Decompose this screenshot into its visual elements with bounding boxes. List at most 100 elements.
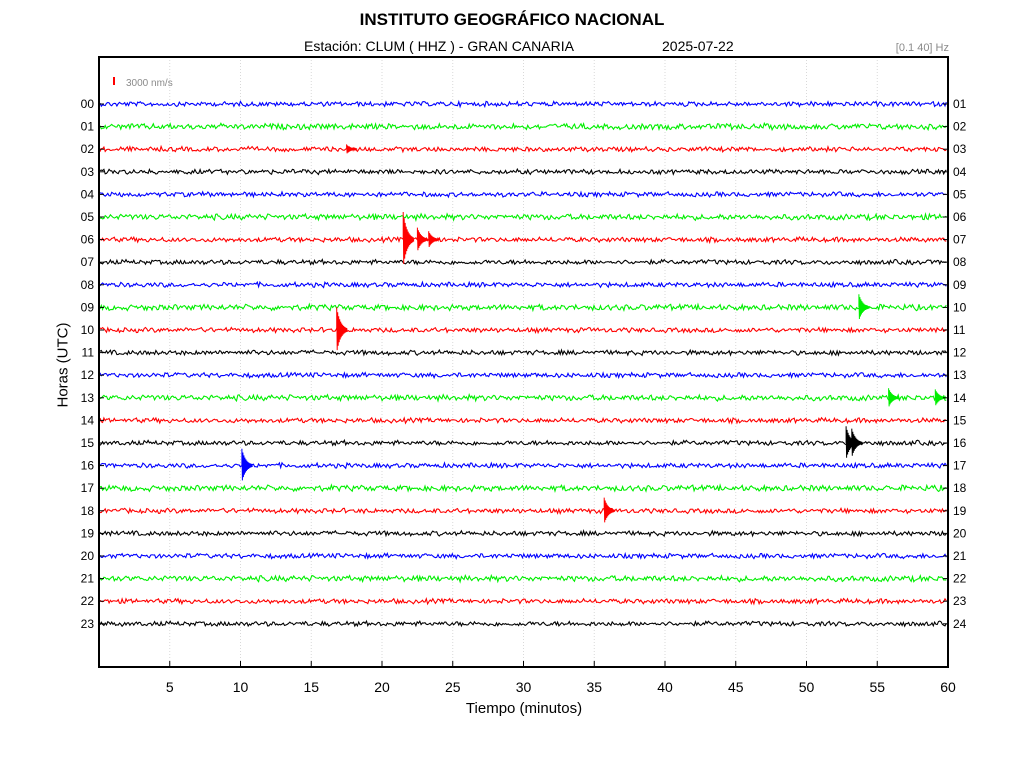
y-tick-right-18: 18	[953, 481, 967, 495]
trace-hour-07	[99, 258, 947, 267]
y-tick-left-05: 05	[81, 210, 95, 224]
trace-hour-15	[99, 438, 947, 447]
y-tick-right-05: 05	[953, 187, 967, 201]
trace-hour-23	[99, 619, 947, 628]
trace-hour-13	[99, 393, 947, 403]
x-tick-55: 55	[869, 679, 885, 695]
y-tick-right-24: 24	[953, 617, 967, 631]
y-tick-right-20: 20	[953, 526, 967, 540]
seismic-event-3	[428, 231, 440, 248]
filter-label: [0.1 40] Hz	[895, 42, 949, 54]
y-tick-left-07: 07	[81, 255, 95, 269]
trace-hour-05	[99, 212, 947, 223]
y-tick-left-03: 03	[81, 165, 95, 179]
y-tick-left-16: 16	[81, 459, 95, 473]
y-tick-left-01: 01	[81, 120, 95, 134]
y-tick-left-10: 10	[81, 323, 95, 337]
trace-hour-06	[99, 235, 947, 245]
seismic-event-2	[416, 227, 429, 251]
y-tick-right-04: 04	[953, 165, 967, 179]
y-tick-right-21: 21	[953, 549, 967, 563]
station-label: Estación: CLUM ( HHZ ) - GRAN CANARIA	[304, 38, 574, 54]
y-tick-left-09: 09	[81, 300, 95, 314]
y-tick-right-13: 13	[953, 368, 967, 382]
y-tick-right-01: 01	[953, 97, 967, 111]
y-tick-left-00: 00	[81, 97, 95, 111]
trace-hour-09	[99, 302, 947, 313]
seismic-event-5	[336, 307, 348, 351]
y-tick-left-14: 14	[81, 413, 95, 427]
y-tick-left-19: 19	[81, 526, 95, 540]
y-tick-right-10: 10	[953, 300, 967, 314]
y-tick-right-16: 16	[953, 436, 967, 450]
y-tick-left-06: 06	[81, 233, 95, 247]
y-tick-right-02: 02	[953, 120, 967, 134]
y-tick-left-11: 11	[82, 346, 95, 360]
seismic-event-10	[241, 448, 253, 481]
seismic-event-6	[888, 388, 900, 407]
trace-hour-02	[99, 144, 947, 154]
y-tick-left-17: 17	[81, 481, 95, 495]
page-title: INSTITUTO GEOGRÁFICO NACIONAL	[359, 10, 665, 29]
x-tick-20: 20	[374, 679, 390, 695]
y-tick-right-11: 11	[953, 323, 966, 337]
y-tick-right-14: 14	[953, 391, 967, 405]
trace-hour-21	[99, 573, 947, 584]
y-tick-right-15: 15	[953, 413, 967, 427]
x-tick-15: 15	[303, 679, 319, 695]
scale-label: 3000 nm/s	[126, 78, 173, 89]
y-tick-left-18: 18	[81, 504, 95, 518]
y-tick-right-19: 19	[953, 504, 967, 518]
x-tick-30: 30	[516, 679, 532, 695]
y-tick-left-13: 13	[81, 391, 95, 405]
y-tick-right-07: 07	[953, 233, 967, 247]
x-tick-40: 40	[657, 679, 673, 695]
seismic-event-0	[346, 144, 358, 154]
seismic-event-4	[858, 294, 870, 320]
y-tick-right-12: 12	[953, 346, 967, 360]
y-tick-left-22: 22	[81, 594, 95, 608]
x-axis-label: Tiempo (minutos)	[465, 700, 583, 717]
x-tick-50: 50	[799, 679, 815, 695]
trace-hour-04	[99, 190, 947, 199]
trace-hour-11	[99, 348, 947, 357]
trace-hour-12	[99, 371, 947, 380]
trace-hour-00	[99, 99, 947, 109]
trace-hour-16	[99, 461, 947, 470]
y-tick-right-23: 23	[953, 594, 967, 608]
y-tick-left-20: 20	[81, 549, 95, 563]
y-tick-left-23: 23	[81, 617, 95, 631]
x-tick-60: 60	[940, 679, 956, 695]
y-tick-left-12: 12	[81, 368, 95, 382]
x-tick-10: 10	[233, 679, 249, 695]
trace-hour-03	[99, 167, 947, 176]
trace-hour-08	[99, 280, 947, 289]
trace-hour-18	[99, 507, 947, 515]
trace-hour-01	[99, 121, 947, 132]
trace-hour-14	[99, 416, 947, 425]
trace-hour-17	[99, 483, 947, 493]
y-tick-right-09: 09	[953, 278, 967, 292]
y-tick-left-04: 04	[81, 187, 95, 201]
y-tick-right-06: 06	[953, 210, 967, 224]
x-tick-35: 35	[586, 679, 602, 695]
y-tick-right-03: 03	[953, 142, 967, 156]
trace-hour-19	[99, 529, 947, 538]
seismic-event-1	[402, 211, 415, 265]
y-tick-left-15: 15	[81, 436, 95, 450]
date-label: 2025-07-22	[662, 38, 734, 54]
x-tick-5: 5	[166, 679, 174, 695]
x-tick-25: 25	[445, 679, 461, 695]
y-tick-left-08: 08	[81, 278, 95, 292]
y-tick-left-02: 02	[81, 142, 95, 156]
trace-hour-20	[99, 551, 947, 560]
trace-hour-22	[99, 597, 947, 606]
y-tick-right-22: 22	[953, 572, 967, 586]
y-tick-left-21: 21	[81, 572, 95, 586]
y-tick-right-08: 08	[953, 255, 967, 269]
trace-hour-10	[99, 326, 947, 335]
y-tick-right-17: 17	[953, 459, 967, 473]
seismic-event-11	[603, 497, 616, 523]
seismic-event-9	[851, 428, 863, 456]
